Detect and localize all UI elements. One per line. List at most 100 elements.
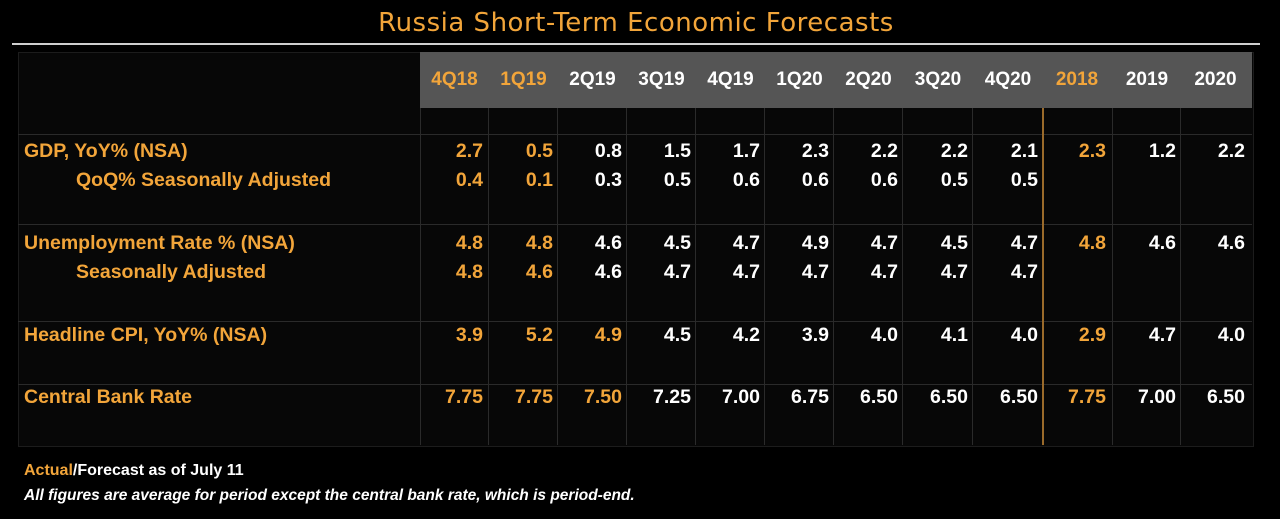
grid-vline: [1180, 108, 1181, 445]
grid-vline: [488, 108, 489, 445]
table-cell: 7.75: [1068, 386, 1106, 408]
table-cell: 7.75: [515, 386, 553, 408]
table-cell: 1.7: [732, 140, 760, 162]
table-cell: 4.7: [1010, 232, 1038, 254]
table-cell: 0.6: [870, 169, 898, 191]
table-cell: 1.5: [663, 140, 691, 162]
chart-title: Russia Short-Term Economic Forecasts: [378, 8, 894, 38]
table-cell: 2.7: [455, 140, 483, 162]
grid-hline: [18, 321, 1252, 322]
column-header-2q20: 2Q20: [845, 69, 892, 90]
column-header-2019: 2019: [1125, 69, 1169, 90]
table-cell: 4.8: [455, 261, 483, 283]
row-label: Central Bank Rate: [24, 386, 192, 408]
table-cell: 0.3: [594, 169, 622, 191]
table-cell: 4.2: [732, 324, 760, 346]
table-cell: 6.75: [791, 386, 829, 408]
table-cell: 4.7: [940, 261, 968, 283]
header-band: [420, 52, 1252, 108]
footnote-actual: Actual: [24, 462, 73, 479]
table-cell: 4.0: [1217, 324, 1245, 346]
table-cell: 6.50: [1000, 386, 1038, 408]
grid-vline: [695, 108, 696, 445]
table-cell: 4.5: [663, 232, 691, 254]
column-header-1q19: 1Q19: [500, 69, 547, 90]
table-cell: 4.7: [870, 261, 898, 283]
table-cell: 0.4: [455, 169, 483, 191]
table-cell: 4.6: [1217, 232, 1245, 254]
row-label: Headline CPI, YoY% (NSA): [24, 324, 268, 346]
table-cell: 4.7: [1010, 261, 1038, 283]
annual-divider: [1042, 108, 1044, 445]
grid-hline: [18, 224, 1252, 225]
grid-hline: [18, 134, 1252, 135]
table-cell: 6.50: [860, 386, 898, 408]
table-cell: 2.3: [801, 140, 829, 162]
table-cell: 4.0: [870, 324, 898, 346]
table-cell: 7.00: [722, 386, 760, 408]
table-cell: 1.2: [1148, 140, 1176, 162]
table-cell: 2.3: [1078, 140, 1106, 162]
table-cell: 4.7: [1148, 324, 1176, 346]
footnote-legend: Actual/Forecast as of July 11: [24, 462, 244, 480]
table-cell: 3.9: [801, 324, 829, 346]
column-header-2018: 2018: [1055, 69, 1099, 90]
column-header-4q19: 4Q19: [707, 69, 754, 90]
table-cell: 4.5: [940, 232, 968, 254]
row-label: Seasonally Adjusted: [76, 261, 267, 283]
table-cell: 0.1: [525, 169, 553, 191]
table-cell: 6.50: [930, 386, 968, 408]
grid-vline: [902, 108, 903, 445]
table-cell: 0.5: [525, 140, 553, 162]
table-cell: 4.6: [594, 261, 622, 283]
column-header-1q20: 1Q20: [776, 69, 823, 90]
table-cell: 4.6: [525, 261, 553, 283]
table-cell: 7.00: [1138, 386, 1176, 408]
grid-vline: [626, 108, 627, 445]
grid-vline: [420, 108, 421, 445]
table-cell: 4.7: [732, 232, 760, 254]
table-cell: 4.0: [1010, 324, 1038, 346]
table-cell: 7.75: [445, 386, 483, 408]
row-label: QoQ% Seasonally Adjusted: [76, 169, 332, 191]
column-header-3q19: 3Q19: [638, 69, 685, 90]
table-cell: 4.5: [663, 324, 691, 346]
table-cell: 4.7: [870, 232, 898, 254]
table-cell: 0.5: [663, 169, 691, 191]
table-cell: 4.6: [594, 232, 622, 254]
table-cell: 4.9: [801, 232, 829, 254]
row-label: GDP, YoY% (NSA): [24, 140, 188, 162]
column-header-2020: 2020: [1194, 69, 1237, 90]
table-cell: 4.6: [1148, 232, 1176, 254]
table-cell: 0.5: [940, 169, 968, 191]
grid-vline: [764, 108, 765, 445]
footnote-forecast: /Forecast as of July 11: [72, 462, 244, 479]
table-cell: 0.8: [594, 140, 622, 162]
table-cell: 4.8: [525, 232, 553, 254]
table-cell: 6.50: [1207, 386, 1245, 408]
grid-vline: [972, 108, 973, 445]
column-header-4q18: 4Q18: [431, 69, 478, 90]
grid-hline: [18, 384, 1252, 385]
table-cell: 2.2: [940, 140, 968, 162]
table-cell: 4.8: [455, 232, 483, 254]
column-header-3q20: 3Q20: [914, 69, 962, 90]
column-header-4q20: 4Q20: [984, 69, 1032, 90]
grid-vline: [557, 108, 558, 445]
table-cell: 4.7: [801, 261, 829, 283]
title-rule: [12, 43, 1260, 45]
table-cell: 5.2: [525, 324, 553, 346]
table-cell: 0.6: [732, 169, 760, 191]
table-cell: 3.9: [455, 324, 483, 346]
table-cell: 4.8: [1078, 232, 1106, 254]
table-cell: 7.25: [653, 386, 691, 408]
table-cell: 2.9: [1078, 324, 1106, 346]
table-cell: 7.50: [584, 386, 622, 408]
table-cell: 0.6: [801, 169, 829, 191]
table-cell: 0.5: [1010, 169, 1038, 191]
grid-vline: [833, 108, 834, 445]
table-panel: [18, 52, 1254, 447]
table-cell: 4.9: [594, 324, 622, 346]
footnote-note: All figures are average for period excep…: [24, 487, 635, 504]
table-cell: 4.7: [663, 261, 691, 283]
